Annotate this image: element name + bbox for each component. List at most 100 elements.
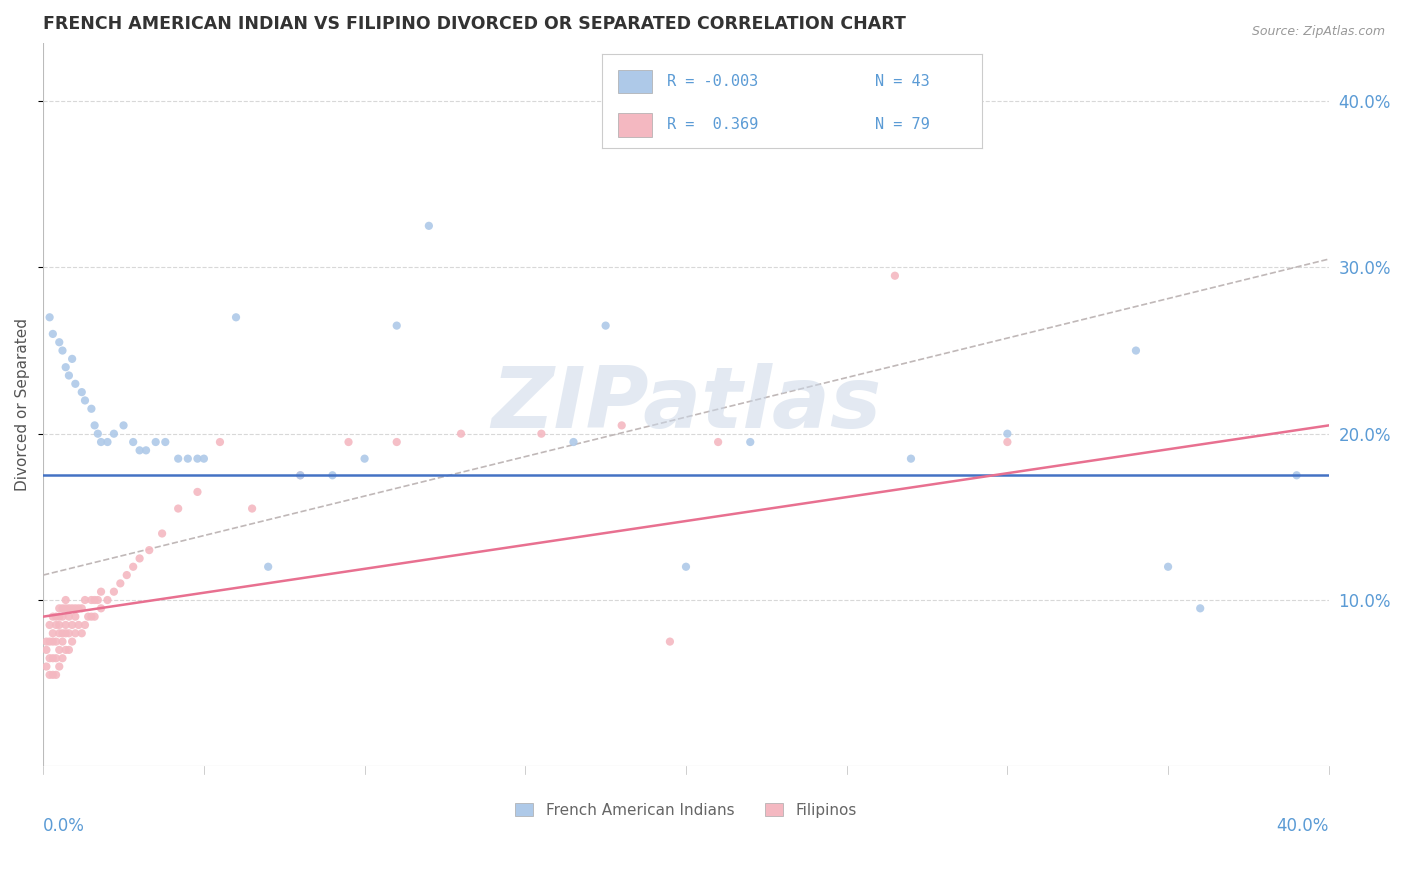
Point bbox=[385, 318, 408, 333]
Point bbox=[48, 643, 70, 657]
Point bbox=[290, 468, 312, 483]
Point bbox=[418, 219, 440, 233]
Point bbox=[51, 626, 73, 640]
Point bbox=[90, 584, 112, 599]
Point bbox=[321, 468, 343, 483]
Point bbox=[1285, 468, 1308, 483]
Point bbox=[35, 659, 58, 673]
Point bbox=[67, 618, 90, 632]
Point bbox=[35, 634, 58, 648]
Text: 40.0%: 40.0% bbox=[1277, 817, 1329, 835]
Text: 0.0%: 0.0% bbox=[44, 817, 86, 835]
Point bbox=[70, 385, 93, 400]
Point bbox=[51, 343, 73, 358]
Point bbox=[65, 601, 87, 615]
Point bbox=[60, 618, 83, 632]
Point bbox=[70, 626, 93, 640]
Point bbox=[70, 601, 93, 615]
Point bbox=[58, 368, 80, 383]
Point bbox=[42, 609, 65, 624]
Point bbox=[90, 435, 112, 450]
Text: ZIPatlas: ZIPatlas bbox=[491, 363, 882, 446]
Point bbox=[740, 435, 762, 450]
Point bbox=[65, 609, 87, 624]
Point bbox=[995, 426, 1018, 441]
Point bbox=[80, 593, 103, 607]
Point bbox=[73, 393, 96, 408]
Point bbox=[450, 426, 472, 441]
Point bbox=[208, 435, 231, 450]
Point bbox=[707, 435, 730, 450]
Point bbox=[51, 601, 73, 615]
Point bbox=[48, 626, 70, 640]
Point bbox=[42, 326, 65, 341]
Point bbox=[38, 310, 60, 325]
Point bbox=[135, 443, 157, 458]
Point bbox=[883, 268, 905, 283]
Point bbox=[167, 451, 190, 466]
Point bbox=[90, 601, 112, 615]
Point bbox=[128, 443, 150, 458]
Point bbox=[385, 435, 408, 450]
Point bbox=[257, 559, 280, 574]
Point bbox=[610, 418, 633, 433]
Point bbox=[58, 626, 80, 640]
Point bbox=[48, 601, 70, 615]
Point bbox=[80, 609, 103, 624]
Point bbox=[658, 634, 681, 648]
Point bbox=[240, 501, 263, 516]
Point bbox=[45, 668, 67, 682]
Point bbox=[51, 634, 73, 648]
Point bbox=[1189, 601, 1212, 615]
Point bbox=[48, 618, 70, 632]
Point bbox=[51, 651, 73, 665]
Point bbox=[38, 651, 60, 665]
Point bbox=[145, 435, 167, 450]
Point bbox=[48, 609, 70, 624]
Point bbox=[103, 426, 125, 441]
Point bbox=[48, 659, 70, 673]
Point bbox=[42, 668, 65, 682]
Point bbox=[42, 626, 65, 640]
Point bbox=[73, 618, 96, 632]
Point bbox=[87, 593, 110, 607]
Point bbox=[55, 618, 77, 632]
Legend: French American Indians, Filipinos: French American Indians, Filipinos bbox=[509, 797, 863, 824]
Point bbox=[42, 634, 65, 648]
Point bbox=[112, 418, 135, 433]
Point bbox=[138, 543, 160, 558]
Point bbox=[55, 360, 77, 375]
Point bbox=[38, 634, 60, 648]
Point bbox=[675, 559, 697, 574]
Point bbox=[45, 609, 67, 624]
Point bbox=[45, 651, 67, 665]
Point bbox=[65, 376, 87, 391]
Point bbox=[65, 626, 87, 640]
Point bbox=[177, 451, 200, 466]
Point bbox=[58, 643, 80, 657]
Point bbox=[96, 593, 118, 607]
Point bbox=[35, 643, 58, 657]
Point bbox=[60, 634, 83, 648]
Point bbox=[337, 435, 360, 450]
Point bbox=[595, 318, 617, 333]
Point bbox=[55, 643, 77, 657]
Point bbox=[67, 601, 90, 615]
Point bbox=[167, 501, 190, 516]
Point bbox=[150, 526, 173, 541]
Point bbox=[193, 451, 215, 466]
Point bbox=[562, 435, 585, 450]
Point bbox=[42, 651, 65, 665]
Point bbox=[38, 668, 60, 682]
Point bbox=[186, 484, 208, 499]
Point bbox=[128, 551, 150, 566]
Point bbox=[51, 609, 73, 624]
Point bbox=[58, 601, 80, 615]
Text: Source: ZipAtlas.com: Source: ZipAtlas.com bbox=[1251, 25, 1385, 38]
Point bbox=[55, 626, 77, 640]
Point bbox=[45, 634, 67, 648]
Point bbox=[353, 451, 375, 466]
Text: FRENCH AMERICAN INDIAN VS FILIPINO DIVORCED OR SEPARATED CORRELATION CHART: FRENCH AMERICAN INDIAN VS FILIPINO DIVOR… bbox=[44, 15, 905, 33]
Point bbox=[155, 435, 177, 450]
Point bbox=[87, 426, 110, 441]
